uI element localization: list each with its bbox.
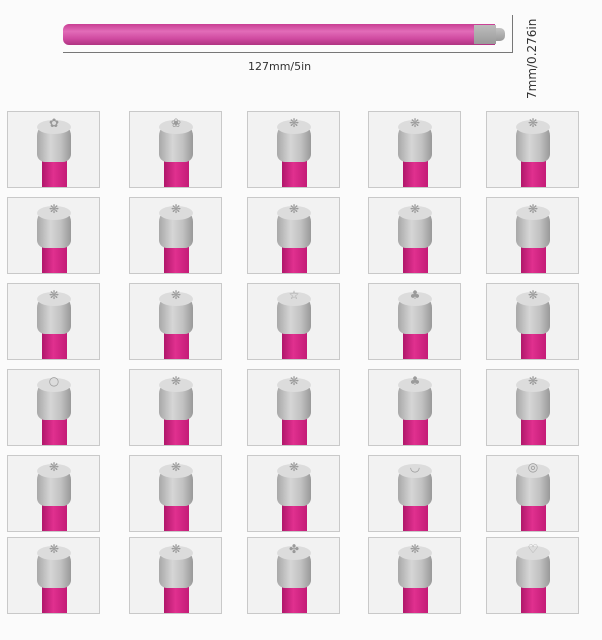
stamp-tile-shamrock: ♣ bbox=[368, 369, 461, 446]
stamp-face bbox=[398, 378, 432, 392]
stamp-face bbox=[37, 206, 71, 220]
rose-bud-icon: ❋ bbox=[288, 116, 300, 130]
stamp-tile-snowflake-flower: ❋ bbox=[486, 197, 579, 274]
stamp-tile-sprout: ❋ bbox=[7, 537, 100, 614]
stamp-face bbox=[277, 464, 311, 478]
pentagon-flower-icon: ❋ bbox=[288, 374, 300, 388]
feather-icon: ❋ bbox=[409, 542, 421, 556]
five-petal-flower-icon: ❋ bbox=[48, 288, 60, 302]
stamp-face bbox=[398, 292, 432, 306]
stamp-face bbox=[516, 206, 550, 220]
lips-icon: ❋ bbox=[170, 374, 182, 388]
stamp-face bbox=[398, 206, 432, 220]
stamp-face bbox=[277, 206, 311, 220]
sunflower-icon: ❋ bbox=[170, 460, 182, 474]
stamp-tile-rose-bud: ❋ bbox=[247, 111, 340, 188]
length-dimension-line bbox=[63, 52, 513, 53]
paw-icon: ❋ bbox=[288, 460, 300, 474]
stamp-tile-infinity: ❋ bbox=[7, 197, 100, 274]
stamp-tile-lips: ❋ bbox=[129, 369, 222, 446]
stamp-face bbox=[398, 120, 432, 134]
snowflake-flower-icon: ❋ bbox=[527, 202, 539, 216]
stamp-face bbox=[37, 464, 71, 478]
stamp-tile-daisy: ❋ bbox=[486, 369, 579, 446]
stamp-tile-leaf-sprout: ❋ bbox=[247, 197, 340, 274]
stamp-face bbox=[516, 378, 550, 392]
stamp-tile-star-flower: ❋ bbox=[129, 197, 222, 274]
clover-icon: ♣ bbox=[409, 288, 421, 302]
butterfly-icon: ❋ bbox=[170, 288, 182, 302]
flower-icon: ✿ bbox=[48, 116, 60, 130]
stamp-face bbox=[37, 546, 71, 560]
stamp-face bbox=[37, 292, 71, 306]
stamp-face bbox=[398, 464, 432, 478]
stamp-face bbox=[37, 120, 71, 134]
swirl-flower-icon: ❋ bbox=[527, 288, 539, 302]
stamp-face bbox=[516, 292, 550, 306]
stamp-tile-leaf: ❋ bbox=[368, 111, 461, 188]
stamp-face bbox=[159, 120, 193, 134]
stamp-tile-four-leaf-clover: ✤ bbox=[247, 537, 340, 614]
stamp-face bbox=[277, 292, 311, 306]
star-flower-icon: ❋ bbox=[170, 202, 182, 216]
heart-leaf-icon: ❋ bbox=[527, 116, 539, 130]
stamp-face bbox=[277, 378, 311, 392]
stamp-tile-five-petal-flower: ❋ bbox=[7, 283, 100, 360]
stamp-tile-sunflower: ❋ bbox=[129, 455, 222, 532]
tulip-icon: ❋ bbox=[409, 202, 421, 216]
stamp-face bbox=[516, 120, 550, 134]
stamp-tile-tulip: ❋ bbox=[368, 197, 461, 274]
rod-tip bbox=[496, 28, 505, 41]
stamp-face bbox=[159, 206, 193, 220]
circle-icon: ○ bbox=[48, 374, 60, 388]
stamp-tile-clover: ♣ bbox=[368, 283, 461, 360]
stamp-tile-rose: ❀ bbox=[129, 111, 222, 188]
stamp-face bbox=[277, 120, 311, 134]
stamp-face bbox=[37, 378, 71, 392]
stamp-face bbox=[159, 464, 193, 478]
stamp-face bbox=[159, 292, 193, 306]
length-label: 127mm/5in bbox=[248, 60, 312, 73]
stamp-tile-tulip-cup: ❋ bbox=[7, 455, 100, 532]
leaf-icon: ❋ bbox=[409, 116, 421, 130]
diameter-dimension-line bbox=[512, 15, 513, 53]
stamp-face bbox=[159, 378, 193, 392]
stamp-tile-feather: ❋ bbox=[368, 537, 461, 614]
daisy-icon: ❋ bbox=[527, 374, 539, 388]
stamp-tile-butterfly: ❋ bbox=[129, 283, 222, 360]
stamp-face bbox=[277, 546, 311, 560]
smile-icon: ◡ bbox=[409, 460, 421, 474]
stamp-tile-circle: ○ bbox=[7, 369, 100, 446]
infinity-icon: ❋ bbox=[48, 202, 60, 216]
heart-icon: ♡ bbox=[527, 542, 539, 556]
stamp-rod-image bbox=[63, 24, 495, 45]
four-leaf-clover-icon: ✤ bbox=[288, 542, 300, 556]
stamp-tile-star: ☆ bbox=[247, 283, 340, 360]
stamp-tile-heart: ♡ bbox=[486, 537, 579, 614]
bloom-icon: ❋ bbox=[170, 542, 182, 556]
rose-icon: ❀ bbox=[170, 116, 182, 130]
tulip-cup-icon: ❋ bbox=[48, 460, 60, 474]
leaf-sprout-icon: ❋ bbox=[288, 202, 300, 216]
stamp-face bbox=[516, 464, 550, 478]
rod-cap bbox=[474, 25, 496, 44]
star-icon: ☆ bbox=[288, 288, 300, 302]
sprout-icon: ❋ bbox=[48, 542, 60, 556]
stamp-tile-paw: ❋ bbox=[247, 455, 340, 532]
stamp-tile-spiral: ◎ bbox=[486, 455, 579, 532]
stamp-face bbox=[159, 546, 193, 560]
diameter-label: 7mm/0.276in bbox=[525, 18, 539, 99]
stamp-tile-swirl-flower: ❋ bbox=[486, 283, 579, 360]
shamrock-icon: ♣ bbox=[409, 374, 421, 388]
spiral-icon: ◎ bbox=[527, 460, 539, 474]
stamp-face bbox=[398, 546, 432, 560]
stamp-tile-bloom: ❋ bbox=[129, 537, 222, 614]
stamp-face bbox=[516, 546, 550, 560]
stamp-tile-smile: ◡ bbox=[368, 455, 461, 532]
stamp-tile-heart-leaf: ❋ bbox=[486, 111, 579, 188]
stamp-tile-pentagon-flower: ❋ bbox=[247, 369, 340, 446]
stamp-tile-flower: ✿ bbox=[7, 111, 100, 188]
